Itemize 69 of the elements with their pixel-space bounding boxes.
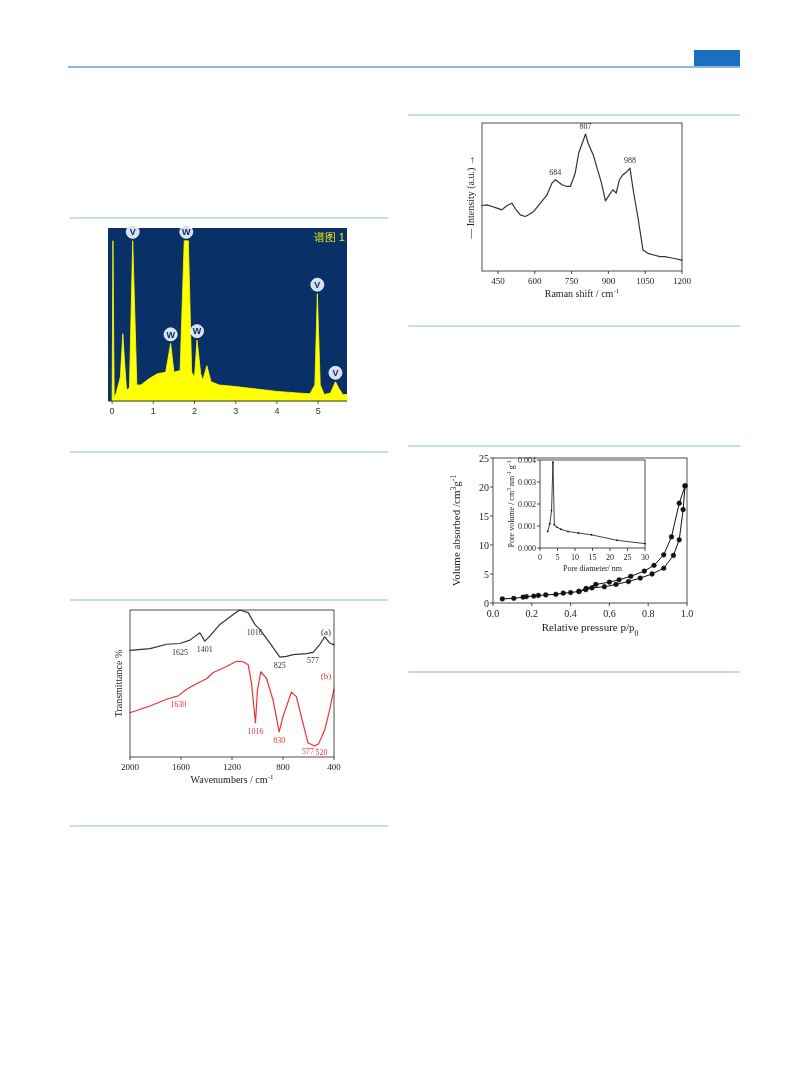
x-tick-label: 1050 xyxy=(636,276,655,286)
x-tick-label: 0.8 xyxy=(641,608,655,619)
x-tick-label: 10 xyxy=(571,553,579,562)
x-tick-label: 15 xyxy=(588,553,597,562)
x-axis-title: Relative pressure p/p$_{0}$ xyxy=(541,621,639,638)
x-tick-label: 1.0 xyxy=(680,608,694,619)
x-tick-label: 1600 xyxy=(172,762,191,772)
x-tick-label: 5 xyxy=(315,406,321,416)
x-tick-label: 900 xyxy=(601,276,616,286)
annotation: V xyxy=(129,227,136,238)
x-tick-label: 0 xyxy=(109,406,115,416)
x-tick-label: 0 xyxy=(538,553,542,562)
annotation: 1016 xyxy=(246,628,263,638)
y-tick-label: 5 xyxy=(484,568,489,580)
annotation: 1016 xyxy=(247,726,264,736)
annotation: 988 xyxy=(623,156,636,166)
annotation: W xyxy=(192,326,202,337)
y-tick-label: 0 xyxy=(484,597,489,609)
y-tick-label: 15 xyxy=(479,510,489,522)
series-label: (b) xyxy=(320,671,332,682)
y-axis-title: — Intensity (a.u.) → xyxy=(464,155,477,240)
annotation: V xyxy=(314,279,321,290)
y-tick-label: 0.003 xyxy=(518,477,536,487)
annotation: 577 xyxy=(307,656,320,666)
annotation: 520 xyxy=(315,747,328,757)
annotation: W xyxy=(182,227,192,238)
x-axis-title: Raman shift / cm$^{-1}$ xyxy=(544,287,620,299)
annotation: 825 xyxy=(273,661,286,671)
x-tick-label: 0.0 xyxy=(486,608,500,619)
y-tick-label: 20 xyxy=(479,481,489,493)
x-tick-label: 450 xyxy=(491,276,506,286)
y-tick-label: 0.001 xyxy=(518,521,536,531)
x-tick-label: 1 xyxy=(150,406,156,416)
x-tick-label: 1200 xyxy=(673,276,692,286)
x-tick-label: 750 xyxy=(564,276,579,286)
y-tick-label: 0.002 xyxy=(518,499,536,509)
y-axis-title: Transmittance % xyxy=(112,649,124,718)
x-tick-label: 30 xyxy=(641,553,649,562)
x-tick-label: 2000 xyxy=(121,762,140,772)
x-tick-label: 2 xyxy=(192,406,198,416)
x-tick-label: 4 xyxy=(274,406,280,416)
x-tick-label: 800 xyxy=(276,762,291,772)
annotation: 1625 xyxy=(171,647,188,657)
x-axis-title: Pore diameter/ nm xyxy=(562,564,623,573)
x-tick-label: 5 xyxy=(555,553,560,562)
annotation: 谱图 1 xyxy=(313,231,345,243)
annotation: V xyxy=(332,368,339,379)
x-tick-label: 3 xyxy=(233,406,239,416)
annotation: 807 xyxy=(579,121,592,131)
x-tick-label: 1200 xyxy=(223,762,242,772)
x-tick-label: 400 xyxy=(327,762,342,772)
x-tick-label: 25 xyxy=(623,553,632,562)
x-tick-label: 0.6 xyxy=(603,608,616,619)
x-tick-label: 0.2 xyxy=(525,608,539,619)
annotation: 1630 xyxy=(170,699,187,709)
y-tick-label: 10 xyxy=(479,539,489,551)
annotation: 830 xyxy=(273,735,286,745)
y-tick-label: 0.000 xyxy=(518,543,536,553)
x-tick-label: 0.4 xyxy=(564,608,577,619)
annotation: 684 xyxy=(549,167,562,177)
series-label: (a) xyxy=(321,626,331,637)
y-tick-label: 25 xyxy=(479,452,489,464)
annotation: W xyxy=(166,329,176,340)
annotation: 577 xyxy=(301,746,314,756)
annotation: 1401 xyxy=(196,645,213,655)
y-tick-label: 0.004 xyxy=(518,455,536,465)
x-tick-label: 600 xyxy=(528,276,543,286)
x-tick-label: 20 xyxy=(606,553,614,562)
x-axis-title: Wavenumbers / cm$^{-1}$ xyxy=(190,773,274,785)
